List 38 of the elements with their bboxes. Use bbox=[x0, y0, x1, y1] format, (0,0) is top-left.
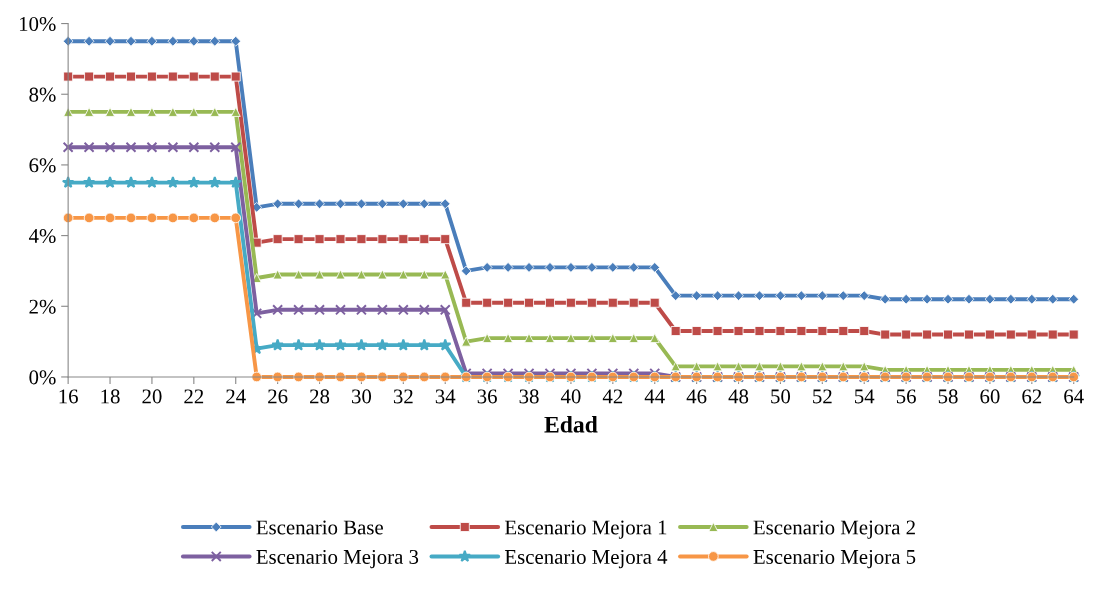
x-tick-label: 46 bbox=[686, 389, 707, 404]
x-tick-label: 50 bbox=[771, 389, 791, 404]
y-tick-label: 0% bbox=[29, 370, 56, 385]
x-tick-label: 44 bbox=[644, 389, 665, 404]
legend-label: Escenario Mejora 2 bbox=[753, 520, 915, 539]
x-tick-label: 30 bbox=[352, 389, 372, 404]
x-tick-label: 40 bbox=[560, 389, 581, 404]
x-tick-label: 16 bbox=[59, 389, 78, 404]
x-tick-label: 20 bbox=[142, 389, 162, 404]
x-tick-label: 26 bbox=[268, 389, 288, 404]
x-tick-label: 48 bbox=[728, 389, 749, 404]
legend-label: Escenario Mejora 3 bbox=[256, 549, 419, 569]
x-tick-label: 18 bbox=[101, 389, 120, 404]
x-tick-label: 62 bbox=[1022, 389, 1042, 404]
x-tick-label: 28 bbox=[310, 389, 330, 404]
x-tick-label: 38 bbox=[519, 389, 539, 404]
x-tick-label: 52 bbox=[813, 389, 832, 404]
y-tick-label: 6% bbox=[29, 158, 56, 173]
x-tick-label: 36 bbox=[477, 389, 497, 404]
y-tick-label: 10% bbox=[19, 16, 56, 32]
x-tick-label: 58 bbox=[938, 389, 958, 404]
y-tick-label: 2% bbox=[29, 299, 56, 314]
x-tick-label: 34 bbox=[435, 389, 456, 404]
x-tick-label: 60 bbox=[980, 389, 1000, 404]
legend-label: Escenario Mejora 4 bbox=[504, 549, 668, 569]
x-tick-label: 32 bbox=[393, 389, 413, 404]
legend-label: Escenario Mejora 1 bbox=[504, 520, 667, 539]
x-tick-label: 54 bbox=[855, 389, 875, 404]
y-tick-label: 4% bbox=[28, 228, 56, 244]
x-tick-label: 42 bbox=[602, 389, 623, 404]
x-axis-title: Edad bbox=[544, 415, 598, 433]
y-tick-label: 8% bbox=[29, 87, 56, 102]
x-tick-label: 64 bbox=[1064, 389, 1084, 404]
x-tick-label: 22 bbox=[184, 389, 204, 404]
x-tick-label: 24 bbox=[226, 389, 246, 404]
legend-label: Escenario Base bbox=[256, 520, 383, 535]
x-tick-label: 56 bbox=[896, 389, 916, 404]
legend-label: Escenario Mejora 5 bbox=[753, 549, 916, 569]
